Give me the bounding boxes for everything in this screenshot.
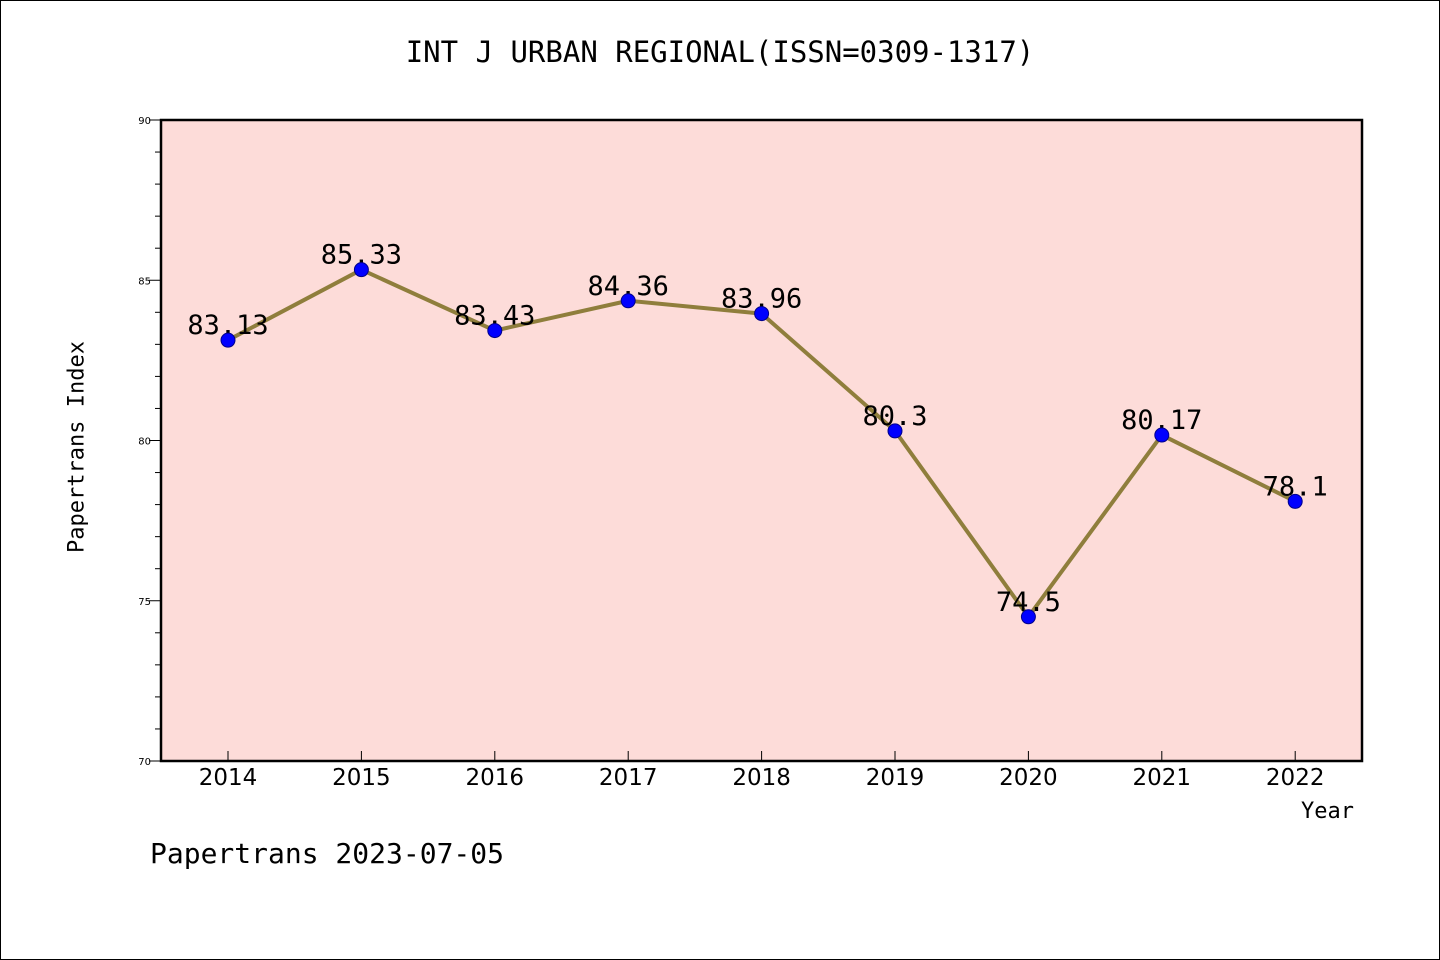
y-tick-label: 75 <box>138 597 151 608</box>
data-point <box>353 262 369 278</box>
x-tick-label: 2021 <box>1133 765 1192 791</box>
data-point <box>887 423 903 439</box>
data-point <box>1287 493 1303 509</box>
y-tick-label: 70 <box>138 757 151 768</box>
x-tick-label: 2016 <box>466 765 525 791</box>
data-point <box>487 323 503 339</box>
x-tick-label: 2014 <box>199 765 258 791</box>
data-point <box>754 306 770 322</box>
y-tick-label: 85 <box>138 276 151 287</box>
x-tick-label: 2019 <box>866 765 925 791</box>
data-point <box>220 332 236 348</box>
x-tick-label: 2015 <box>332 765 391 791</box>
data-point <box>620 293 636 309</box>
x-tick-label: 2017 <box>599 765 658 791</box>
x-tick-label: 2022 <box>1266 765 1325 791</box>
data-point <box>1154 427 1170 443</box>
x-tick-label: 2020 <box>999 765 1058 791</box>
plot-area <box>159 118 1364 763</box>
x-tick-label: 2018 <box>732 765 791 791</box>
y-tick-label: 80 <box>138 437 151 448</box>
data-point <box>1020 609 1036 625</box>
y-tick-label: 90 <box>138 116 151 127</box>
x-axis-label: Year <box>1301 799 1354 824</box>
chart-title: INT J URBAN REGIONAL(ISSN=0309-1317) <box>405 35 1035 69</box>
footer-watermark: Papertrans 2023-07-05 <box>150 837 505 870</box>
